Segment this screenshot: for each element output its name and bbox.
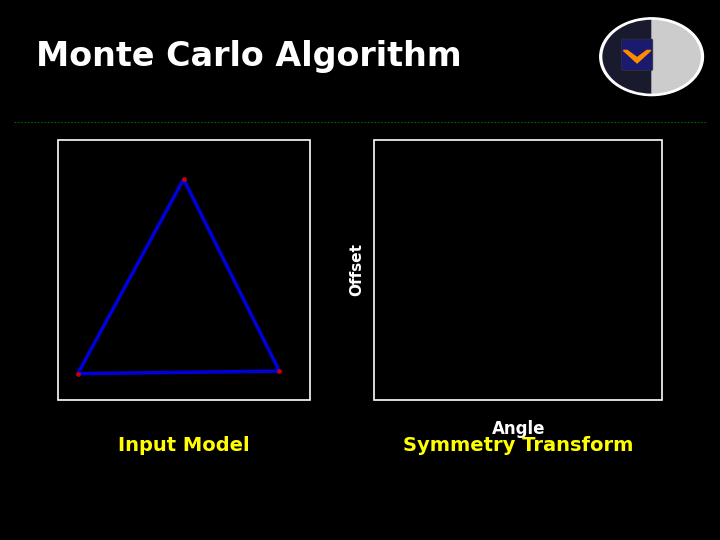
Text: Input Model: Input Model [118, 436, 249, 455]
Text: Symmetry Transform: Symmetry Transform [403, 436, 634, 455]
Bar [374, 140, 662, 400]
Polygon shape [624, 50, 651, 63]
FancyBboxPatch shape [621, 39, 653, 70]
Text: Monte Carlo Algorithm: Monte Carlo Algorithm [36, 40, 462, 73]
Text: Angle: Angle [492, 420, 545, 438]
Circle shape [600, 18, 703, 96]
Bar [58, 140, 310, 400]
Wedge shape [603, 20, 652, 93]
Text: Offset: Offset [349, 244, 364, 296]
Wedge shape [652, 20, 701, 93]
